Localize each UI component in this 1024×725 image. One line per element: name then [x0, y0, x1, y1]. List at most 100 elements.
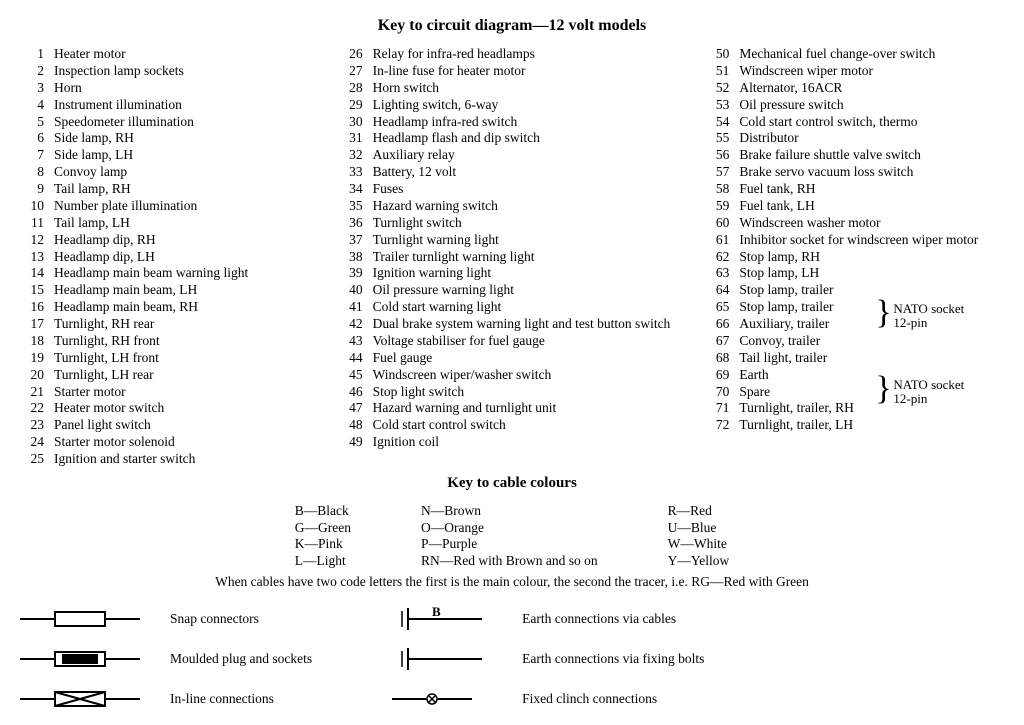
- key-num: 37: [339, 232, 373, 249]
- key-num: 30: [339, 114, 373, 131]
- key-row: 45Windscreen wiper/washer switch: [339, 367, 686, 384]
- key-num: 49: [339, 434, 373, 451]
- key-text: Stop lamp, trailer: [739, 299, 1004, 316]
- key-num: 3: [20, 80, 54, 97]
- key-row: 55Distributor: [705, 130, 1004, 147]
- key-row: 10Number plate illumination: [20, 198, 319, 215]
- key-row: 42Dual brake system warning light and te…: [339, 316, 686, 333]
- key-row: 23Panel light switch: [20, 417, 319, 434]
- key-num: 22: [20, 400, 54, 417]
- key-row: 20Turnlight, LH rear: [20, 367, 319, 384]
- key-num: 20: [20, 367, 54, 384]
- key-num: 32: [339, 147, 373, 164]
- inline-connection-icon: [20, 685, 140, 713]
- key-text: Hazard warning and turnlight unit: [373, 400, 686, 417]
- key-num: 67: [705, 333, 739, 350]
- key-row: 7Side lamp, LH: [20, 147, 319, 164]
- key-num: 38: [339, 249, 373, 266]
- key-row: 68Tail light, trailer: [705, 350, 1004, 367]
- key-text: Heater motor switch: [54, 400, 319, 417]
- key-row: 25Ignition and starter switch: [20, 451, 319, 468]
- key-text: Turnlight switch: [373, 215, 686, 232]
- colour-row: K—Pink: [295, 536, 351, 553]
- key-row: 50Mechanical fuel change-over switch: [705, 46, 1004, 63]
- bracket-icon: }: [875, 380, 891, 397]
- key-num: 34: [339, 181, 373, 198]
- colour-row: RN—Red with Brown and so on: [421, 553, 598, 570]
- key-text: Fuel tank, RH: [739, 181, 1004, 198]
- key-text: Mechanical fuel change-over switch: [739, 46, 1004, 63]
- b-label: B: [432, 607, 441, 619]
- key-num: 63: [705, 265, 739, 282]
- key-row: 41Cold start warning light: [339, 299, 686, 316]
- key-row: 48Cold start control switch: [339, 417, 686, 434]
- key-num: 39: [339, 265, 373, 282]
- key-row: 33Battery, 12 volt: [339, 164, 686, 181]
- key-num: 1: [20, 46, 54, 63]
- key-num: 17: [20, 316, 54, 333]
- key-num: 5: [20, 114, 54, 131]
- colour-row: U—Blue: [668, 520, 730, 537]
- key-text: Windscreen washer motor: [739, 215, 1004, 232]
- bracket-label: NATO socket12-pin: [893, 378, 964, 407]
- key-text: Stop lamp, LH: [739, 265, 1004, 282]
- key-num: 25: [20, 451, 54, 468]
- key-num: 35: [339, 198, 373, 215]
- key-text: Turnlight, trailer, LH: [739, 417, 1004, 434]
- bracket-icon: }: [875, 304, 891, 321]
- key-row: 39Ignition warning light: [339, 265, 686, 282]
- key-text: Headlamp dip, LH: [54, 249, 319, 266]
- colour-col-3: R—RedU—BlueW—WhiteY—Yellow: [668, 503, 730, 571]
- key-row: 64Stop lamp, trailer: [705, 282, 1004, 299]
- key-text: Number plate illumination: [54, 198, 319, 215]
- legend-label: Earth connections via cables: [522, 611, 676, 628]
- key-text: Spare: [739, 384, 1004, 401]
- legend-label: In-line connections: [170, 691, 274, 708]
- key-row: 38Trailer turnlight warning light: [339, 249, 686, 266]
- key-row: 18Turnlight, RH front: [20, 333, 319, 350]
- key-num: 24: [20, 434, 54, 451]
- snap-connector-icon: [20, 605, 140, 633]
- key-num: 12: [20, 232, 54, 249]
- legend-label: Moulded plug and sockets: [170, 651, 312, 668]
- key-text: Turnlight, trailer, RH: [739, 400, 1004, 417]
- key-row: 40Oil pressure warning light: [339, 282, 686, 299]
- key-num: 53: [705, 97, 739, 114]
- key-row: 2Inspection lamp sockets: [20, 63, 319, 80]
- key-row: 72Turnlight, trailer, LH: [705, 417, 1004, 434]
- key-text: Turnlight warning light: [373, 232, 686, 249]
- key-text: Ignition coil: [373, 434, 686, 451]
- legend-label: Fixed clinch connections: [522, 691, 657, 708]
- key-row: 36Turnlight switch: [339, 215, 686, 232]
- key-row: 6Side lamp, RH: [20, 130, 319, 147]
- key-row: 67Convoy, trailer: [705, 333, 1004, 350]
- key-row: 54Cold start control switch, thermo: [705, 114, 1004, 131]
- key-num: 26: [339, 46, 373, 63]
- key-text: Cold start warning light: [373, 299, 686, 316]
- colour-row: O—Orange: [421, 520, 598, 537]
- key-num: 61: [705, 232, 739, 249]
- key-text: Turnlight, RH front: [54, 333, 319, 350]
- key-text: Starter motor: [54, 384, 319, 401]
- key-num: 7: [20, 147, 54, 164]
- key-row: 49Ignition coil: [339, 434, 686, 451]
- key-num: 8: [20, 164, 54, 181]
- key-text: Turnlight, RH rear: [54, 316, 319, 333]
- key-text: Fuses: [373, 181, 686, 198]
- colour-columns: B—BlackG—GreenK—PinkL—Light N—BrownO—Ora…: [20, 503, 1004, 571]
- key-row: 29Lighting switch, 6-way: [339, 97, 686, 114]
- key-text: Battery, 12 volt: [373, 164, 686, 181]
- key-text: Voltage stabiliser for fuel gauge: [373, 333, 686, 350]
- key-text: Auxiliary relay: [373, 147, 686, 164]
- key-text: Alternator, 16ACR: [739, 80, 1004, 97]
- key-row: 32Auxiliary relay: [339, 147, 686, 164]
- key-num: 62: [705, 249, 739, 266]
- key-row: 11Tail lamp, LH: [20, 215, 319, 232]
- key-text: Convoy, trailer: [739, 333, 1004, 350]
- key-text: Headlamp flash and dip switch: [373, 130, 686, 147]
- colour-row: W—White: [668, 536, 730, 553]
- legend-row: Snap connectors: [20, 605, 312, 633]
- key-text: Inhibitor socket for windscreen wiper mo…: [739, 232, 1004, 249]
- key-row: 30Headlamp infra-red switch: [339, 114, 686, 131]
- key-num: 29: [339, 97, 373, 114]
